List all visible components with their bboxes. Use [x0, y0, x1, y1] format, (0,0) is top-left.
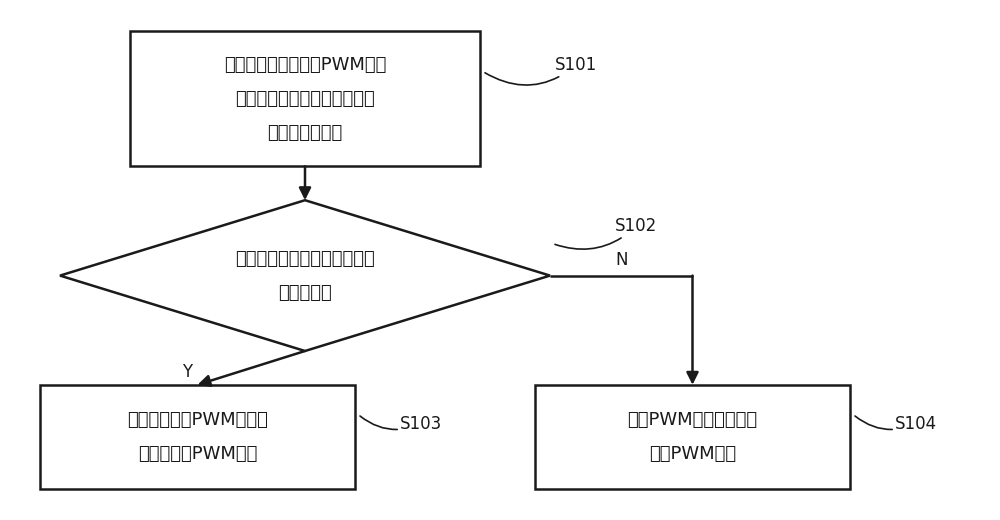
Polygon shape: [60, 200, 550, 351]
Text: 通过标志位是否有效判断机床: 通过标志位是否有效判断机床: [235, 250, 375, 268]
Bar: [130, 31, 480, 166]
Bar: [40, 385, 355, 489]
Text: Y: Y: [182, 363, 193, 381]
Text: 置信息生成PWM信号: 置信息生成PWM信号: [138, 445, 257, 463]
Text: S102: S102: [555, 217, 657, 249]
Text: S103: S103: [360, 415, 442, 433]
Text: S104: S104: [855, 415, 937, 433]
Text: 根据模拟量和PWM信号配: 根据模拟量和PWM信号配: [127, 411, 268, 429]
Text: 标志位和模拟量: 标志位和模拟量: [267, 124, 343, 141]
Text: 的运动状态: 的运动状态: [278, 283, 332, 302]
Text: 生成PWM信号: 生成PWM信号: [649, 445, 736, 463]
Text: 根据PWM信号配置信息: 根据PWM信号配置信息: [627, 411, 758, 429]
Text: 获取机床运动信息和PWM信号: 获取机床运动信息和PWM信号: [224, 56, 386, 74]
Text: 配置信息，机床运动信息包括: 配置信息，机床运动信息包括: [235, 90, 375, 108]
Text: N: N: [615, 251, 628, 269]
Text: S101: S101: [485, 56, 597, 85]
Bar: [535, 385, 850, 489]
